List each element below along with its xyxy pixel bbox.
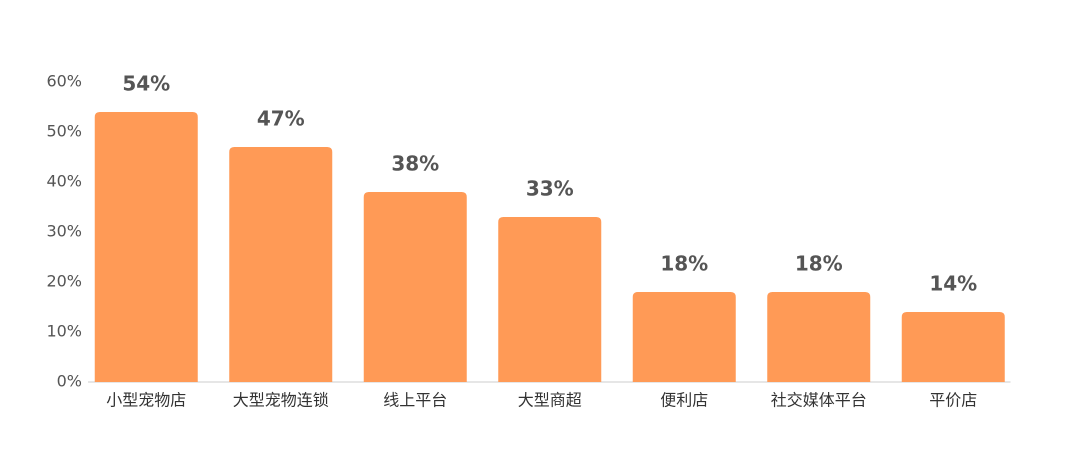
x-tick-label: 社交媒体平台 <box>771 391 867 410</box>
y-tick-label: 20% <box>46 272 82 291</box>
bar <box>632 292 736 382</box>
bar <box>229 147 333 382</box>
x-tick-label: 小型宠物店 <box>106 391 186 410</box>
value-label: 47% <box>257 107 305 131</box>
y-tick-label: 50% <box>46 122 82 141</box>
x-tick-label: 大型宠物连锁 <box>233 391 329 410</box>
x-tick-label: 平价店 <box>929 391 977 410</box>
y-tick-label: 0% <box>57 372 82 391</box>
y-tick-label: 40% <box>46 172 82 191</box>
value-label: 54% <box>122 72 170 96</box>
bar <box>94 112 198 382</box>
bar <box>901 312 1005 382</box>
x-tick-label: 便利店 <box>660 391 708 410</box>
x-tick-label: 线上平台 <box>383 391 447 410</box>
value-label: 38% <box>391 152 439 176</box>
y-tick-label: 60% <box>46 72 82 91</box>
value-label: 14% <box>929 272 977 296</box>
bar <box>767 292 871 382</box>
x-tick-label: 大型商超 <box>518 391 582 410</box>
value-label: 18% <box>795 252 843 276</box>
bar <box>363 192 467 382</box>
value-label: 33% <box>526 177 574 201</box>
y-tick-label: 10% <box>46 322 82 341</box>
y-tick-label: 30% <box>46 222 82 241</box>
bar <box>498 217 602 382</box>
value-label: 18% <box>660 252 708 276</box>
